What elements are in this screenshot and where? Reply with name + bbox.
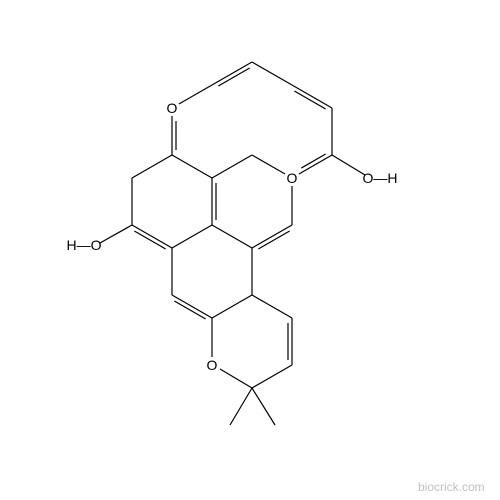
atom-label: H—O (67, 237, 102, 253)
molecule-canvas: O O O—H H—O O biocrick.com (0, 0, 500, 500)
atom-label: O—H (363, 170, 398, 186)
bond-line (252, 62, 292, 85)
bond-line-double (134, 231, 165, 249)
bond-line-double (218, 68, 249, 86)
bond-line (212, 295, 252, 318)
bond-line (252, 295, 292, 318)
atom-label: O (287, 170, 298, 186)
bond-line (132, 225, 172, 248)
bond-line (230, 388, 252, 425)
bond-line (252, 365, 292, 388)
bond-line (332, 155, 365, 175)
watermark-text: biocrick.com (418, 480, 485, 494)
bond-line-double (294, 91, 325, 109)
atom-label: O (207, 357, 218, 373)
bond-line-double (258, 231, 289, 249)
bond-line (179, 85, 212, 104)
bond-line (212, 225, 252, 248)
bond-line (292, 85, 332, 108)
bond-line (299, 155, 332, 174)
bond-line (252, 388, 275, 425)
bond-line (172, 155, 212, 178)
bond-line-double (174, 301, 205, 319)
bond-line (132, 155, 172, 178)
bond-line (212, 155, 252, 178)
bond-line (220, 369, 252, 388)
bond-line (252, 155, 285, 174)
bonds-group (100, 62, 365, 425)
bond-line (172, 225, 212, 248)
bond-line (212, 62, 252, 85)
bond-line (252, 225, 292, 248)
atom-label: O (167, 100, 178, 116)
bond-line (172, 295, 212, 318)
bond-line (100, 225, 132, 243)
